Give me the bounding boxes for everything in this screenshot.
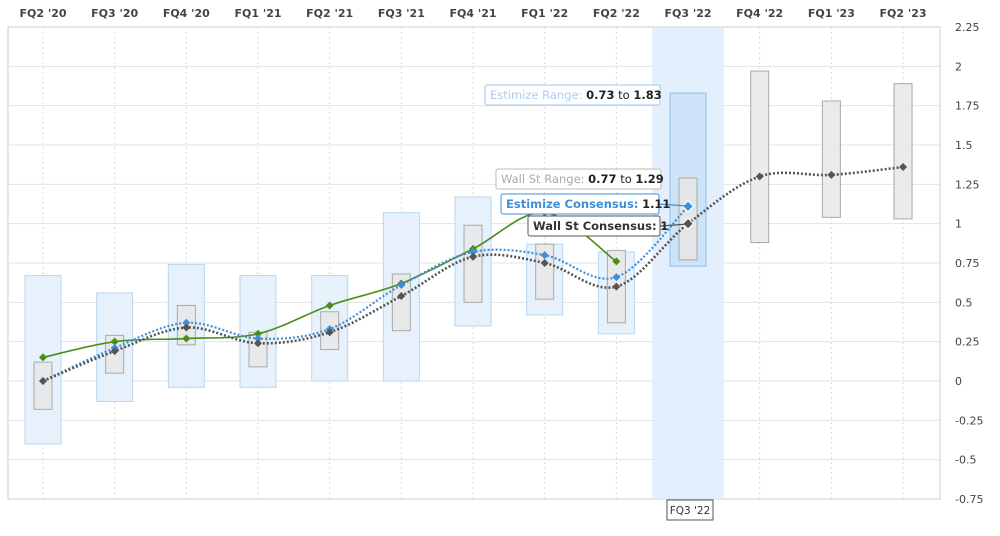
wallst-range-box: [33, 361, 53, 410]
series-3-point: [612, 282, 621, 291]
series-2-point: [469, 247, 478, 256]
x-tick-label: FQ2 '21: [306, 7, 353, 20]
y-tick-label: 0.75: [955, 257, 980, 270]
x-tick-label: FQ1 '22: [521, 7, 568, 20]
svg-text:FQ3 '22: FQ3 '22: [670, 505, 711, 517]
range-boxes: [24, 70, 913, 445]
x-tick-label: FQ3 '22: [665, 7, 712, 20]
series-2-point: [681, 200, 695, 213]
tooltip-wallst-range: Wall St Range: 0.77 to 1.29: [495, 168, 664, 190]
highlight-category-label: FQ3 '22: [666, 499, 714, 521]
y-tick-label: 0: [955, 375, 962, 388]
tooltip-estimize-range: Estimize Range: 0.73 to 1.83: [484, 84, 662, 106]
x-tick-label: FQ4 '20: [163, 7, 210, 20]
series-2-point: [612, 273, 621, 282]
series-1-point: [39, 353, 47, 362]
series-3-point: [325, 328, 334, 337]
wallst-range-box: [893, 83, 913, 220]
wallst-range-box: [821, 100, 841, 218]
wallst-range-box: [750, 70, 770, 244]
series-1-point: [612, 257, 621, 266]
series-2-point: [397, 281, 406, 290]
series-2-line: [42, 205, 689, 382]
svg-text:Estimize Consensus: 1.11: Estimize Consensus: 1.11: [506, 197, 670, 211]
series-3-point: [681, 217, 695, 231]
y-tick-label: -0.75: [955, 493, 983, 506]
tooltip-wallst-range-low: 0.77: [588, 172, 616, 186]
tooltip-wallst-consensus-label: Wall St Consensus:: [533, 219, 657, 233]
series-3-point: [397, 292, 406, 301]
y-tick-label: 0.25: [955, 336, 980, 349]
series-3-point: [182, 323, 191, 332]
x-tick-label: FQ4 '21: [450, 7, 497, 20]
series-1-point: [325, 301, 334, 310]
x-tick-label: FQ2 '23: [880, 7, 927, 20]
tooltip-estimize-range-high: 1.83: [633, 88, 661, 102]
svg-text:Wall St Range: 0.77: Wall St Range: 0.77 to 1.29: [501, 172, 664, 186]
x-tick-label: FQ3 '20: [91, 7, 138, 20]
y-axis-labels: 2.25 2 1.75 1.5 1.25 1 0.75 0.5 0.25 0 -0.25 -0.5 -0…: [955, 21, 983, 506]
series-3-point: [540, 259, 549, 267]
series-3-point: [110, 347, 119, 356]
x-tick-label: FQ1 '21: [234, 7, 281, 20]
series-3-point: [254, 339, 263, 348]
x-tick-label: FQ1 '23: [808, 7, 855, 20]
series-2-point: [540, 251, 549, 260]
wallst-range-box: [463, 224, 483, 303]
x-tick-label: FQ3 '21: [378, 7, 425, 20]
x-tick-label: FQ2 '22: [593, 7, 640, 20]
series-1-point: [182, 334, 191, 343]
tooltip-wallst-consensus: Wall St Consensus: 1: [527, 215, 689, 237]
series-3-point: [469, 252, 478, 261]
x-tick-label: FQ4 '22: [736, 7, 783, 20]
tooltip-wallst-range-label: Wall St Range:: [501, 172, 585, 186]
x-axis-labels: FQ2 '20 FQ3 '20 FQ4 '20 FQ1 '21 FQ2 '21 FQ3 '…: [19, 7, 926, 20]
series-3-point: [827, 170, 836, 179]
y-tick-label: 1.25: [955, 178, 980, 191]
y-tick-label: 2: [955, 60, 962, 73]
tooltip-estimize-range-low: 0.73: [586, 88, 614, 102]
tooltip-estimize-range-label: Estimize Range:: [490, 88, 582, 102]
y-tick-label: 1: [955, 218, 962, 231]
series-1-point: [110, 337, 119, 346]
svg-text:Estimize Range: 0.73: Estimize Range: 0.73 to 1.83: [490, 88, 662, 102]
series-2-point: [254, 334, 263, 343]
tooltip-estimize-consensus-label: Estimize Consensus:: [506, 197, 638, 211]
y-tick-label: -0.25: [955, 414, 983, 427]
series-2-point: [182, 318, 191, 327]
series-3-point: [39, 377, 47, 385]
tooltip-wallst-range-high: 1.29: [635, 172, 663, 186]
y-tick-label: 2.25: [955, 21, 980, 34]
y-tick-label: 1.5: [955, 139, 973, 152]
series-3-point: [899, 163, 908, 172]
wallst-range-box: [535, 243, 555, 300]
series-1-point: [254, 329, 263, 338]
tooltip-estimize-consensus: Estimize Consensus: 1.11: [500, 193, 689, 215]
series-3-point: [755, 172, 764, 181]
y-tick-label: 0.5: [955, 296, 973, 309]
y-tick-label: 1.75: [955, 100, 980, 113]
x-tick-label: FQ2 '20: [19, 7, 66, 20]
y-tick-label: -0.5: [955, 454, 976, 467]
tooltip-estimize-consensus-value: 1.11: [642, 197, 670, 211]
svg-text:Wall St Consensus: 1: Wall St Consensus: 1: [533, 219, 668, 233]
tooltip-wallst-consensus-value: 1: [660, 219, 668, 233]
